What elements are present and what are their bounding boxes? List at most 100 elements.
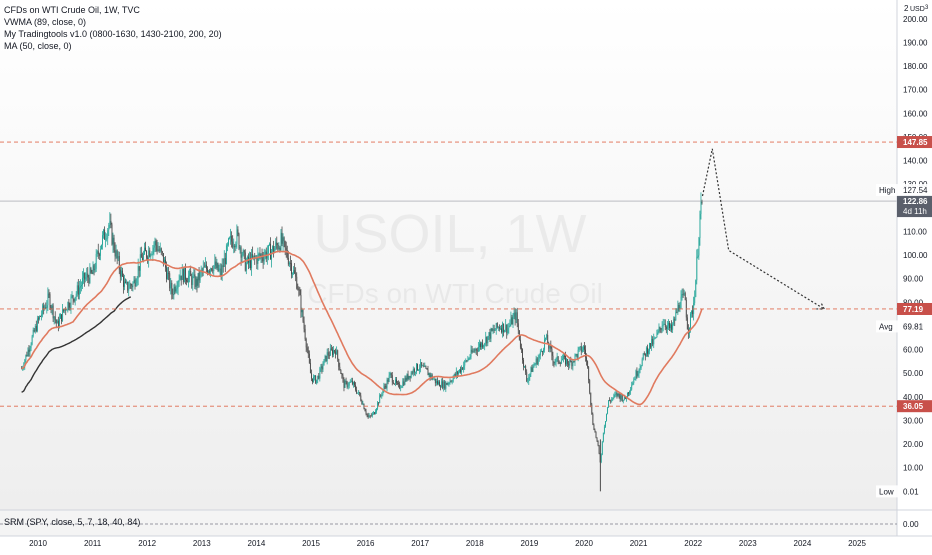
candle-body (136, 278, 138, 283)
candle-body (208, 271, 210, 274)
candle-body (550, 344, 552, 349)
candle-body (294, 270, 296, 274)
candle-body (366, 413, 368, 415)
candle-body (554, 362, 556, 364)
candle-body (168, 272, 170, 274)
high-value: 127.54 (903, 186, 928, 195)
candle-body (585, 349, 586, 358)
candle-body (291, 263, 292, 275)
candle-body (374, 412, 375, 415)
candle-body (89, 268, 91, 283)
candle-body (700, 201, 702, 215)
candle-body (214, 261, 216, 266)
candle-body (220, 268, 222, 276)
candle-body (27, 349, 29, 356)
candles (21, 192, 703, 492)
candle-body (584, 346, 585, 350)
candle-body (497, 326, 499, 328)
candle-body (486, 337, 488, 344)
y-tick-label: 100.00 (903, 251, 928, 260)
candle-body (435, 381, 437, 384)
candle-body (230, 235, 232, 238)
candle-body (183, 267, 185, 283)
candle-body (407, 374, 409, 380)
candle-body (683, 293, 685, 295)
candle-body (293, 270, 295, 274)
candle-body (307, 350, 309, 354)
candle-body (221, 265, 223, 276)
candle-body (438, 381, 439, 384)
candle-body (500, 328, 501, 330)
candle-body (345, 381, 347, 382)
candle-body (469, 356, 471, 359)
candle-body (159, 248, 161, 251)
candle-body (74, 296, 76, 302)
legend-tradingtools[interactable]: My Tradingtools v1.0 (0800-1630, 1430-21… (4, 29, 222, 39)
candle-body (594, 429, 596, 432)
candle-body (178, 279, 180, 283)
candle-body (480, 343, 481, 348)
candle-body (428, 373, 430, 376)
y-tick-label: 160.00 (903, 109, 928, 118)
candle-body (104, 229, 106, 240)
candle-body (117, 256, 119, 259)
candle-body (29, 348, 31, 352)
candle-body (439, 381, 441, 387)
candle-body (133, 279, 135, 283)
candle-body (560, 360, 562, 364)
candle-body (601, 441, 603, 455)
srm-legend[interactable]: SRM (SPY, close, 5, 7, 18, 40, 84) (4, 517, 141, 527)
candle-body (111, 224, 113, 245)
legend-title[interactable]: CFDs on WTI Crude Oil, 1W, TVC (4, 5, 140, 15)
candle-body (548, 343, 550, 349)
candle-body (219, 268, 221, 270)
candle-body (397, 382, 399, 384)
countdown-label: 4d 11h (903, 207, 927, 216)
candle-body (176, 288, 178, 290)
candle-body (356, 389, 358, 394)
candle-body (36, 318, 38, 331)
x-tick-label: 2023 (739, 539, 757, 548)
legend: CFDs on WTI Crude Oil, 1W, TVC VWMA (89,… (4, 4, 222, 52)
candle-body (671, 324, 673, 330)
candle-body (420, 362, 422, 369)
candle-body (253, 255, 255, 258)
candle-body (336, 350, 338, 355)
candle-body (404, 377, 406, 385)
candle-body (543, 349, 544, 353)
candle-body (120, 270, 122, 277)
legend-ma[interactable]: MA (50, close, 0) (4, 41, 72, 51)
candle-body (33, 329, 35, 332)
candle-body (254, 255, 256, 258)
candle-body (228, 238, 229, 245)
candle-body (108, 225, 110, 231)
candle-body (514, 312, 516, 320)
candle-body (498, 326, 500, 329)
candle-body (76, 285, 78, 294)
candle-body (649, 343, 651, 351)
candle-body (506, 324, 508, 334)
candle-body (288, 262, 290, 265)
candle-body (140, 254, 142, 258)
legend-vwma[interactable]: VWMA (89, close, 0) (4, 17, 87, 27)
candle-body (259, 253, 261, 257)
candle-body (416, 363, 417, 372)
candle-body (479, 343, 480, 348)
candle-body (430, 374, 432, 378)
candle-body (223, 258, 225, 267)
candle-body (160, 248, 162, 252)
candle-body (546, 334, 548, 338)
candle-body (669, 322, 670, 329)
candle-body (258, 253, 260, 255)
candle-body (534, 363, 536, 366)
candle-body (279, 247, 281, 251)
candle-body (109, 220, 111, 226)
candle-body (125, 281, 127, 283)
candle-body (461, 367, 463, 373)
candle-body (587, 361, 589, 367)
x-tick-label: 2024 (794, 539, 812, 548)
candle-body (282, 237, 284, 244)
indicator-pane-background (0, 510, 897, 536)
candle-body (269, 243, 270, 246)
